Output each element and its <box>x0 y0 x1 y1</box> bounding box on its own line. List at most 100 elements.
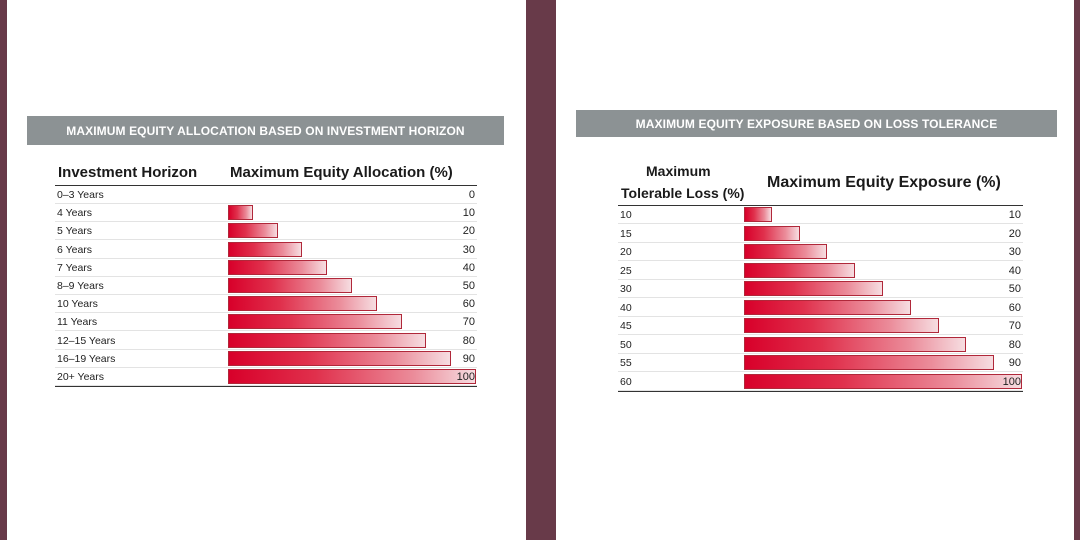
horizon-bar <box>228 332 427 348</box>
horizon-category-label: 7 Years <box>57 261 93 274</box>
loss-category-label: 40 <box>620 301 632 314</box>
loss-chart-title: MAXIMUM EQUITY EXPOSURE BASED ON LOSS TO… <box>576 110 1057 137</box>
loss-category-label: 55 <box>620 357 632 369</box>
horizon-bar <box>228 241 303 257</box>
loss-value-label: 20 <box>1008 227 1021 240</box>
row-separator <box>55 221 477 223</box>
row-separator <box>618 297 1023 298</box>
row-separator <box>55 257 477 259</box>
horizon-category-label: 8–9 Years <box>57 280 104 292</box>
loss-bar <box>744 355 995 370</box>
horizon-bar <box>228 369 476 384</box>
horizon-header-rule <box>55 185 477 186</box>
loss-row: 15 20 <box>618 225 1023 243</box>
loss-category-label: 50 <box>620 338 632 351</box>
loss-value-label: 100 <box>1002 375 1021 388</box>
loss-category-label: 20 <box>620 246 632 258</box>
loss-row: 40 60 <box>618 299 1023 317</box>
loss-category-label: 30 <box>620 283 632 295</box>
row-separator <box>618 334 1023 335</box>
loss-bar <box>744 373 1022 389</box>
horizon-value-label: 60 <box>462 298 475 311</box>
loss-row: 45 70 <box>618 317 1023 335</box>
left-frame-strip <box>0 0 7 540</box>
loss-bar <box>744 318 939 333</box>
row-separator <box>55 239 477 241</box>
horizon-value-label: 100 <box>456 371 475 383</box>
loss-bar <box>744 281 883 296</box>
loss-value-header: Maximum Equity Exposure (%) <box>767 174 1001 191</box>
horizon-value-label: 20 <box>462 225 475 238</box>
loss-value-label: 50 <box>1008 283 1021 295</box>
row-separator <box>618 223 1023 224</box>
row-separator <box>55 294 477 295</box>
horizon-bar <box>228 314 402 330</box>
loss-row: 30 50 <box>618 280 1023 298</box>
horizon-chart-title: MAXIMUM EQUITY ALLOCATION BASED ON INVES… <box>27 116 504 145</box>
horizon-value-label: 10 <box>462 207 475 220</box>
horizon-row: 16–19 Years 90 <box>55 350 477 368</box>
horizon-value-label: 70 <box>462 316 475 329</box>
row-separator <box>55 275 477 277</box>
row-separator <box>618 241 1023 243</box>
loss-bar <box>744 262 856 278</box>
loss-value-label: 60 <box>1008 301 1021 314</box>
loss-value-label: 70 <box>1008 320 1021 332</box>
horizon-value-label: 40 <box>462 261 475 274</box>
loss-row: 55 90 <box>618 354 1023 372</box>
loss-row: 50 80 <box>618 336 1023 354</box>
loss-row: 25 40 <box>618 262 1023 280</box>
horizon-row: 20+ Years 100 <box>55 368 477 386</box>
horizon-row: 12–15 Years 80 <box>55 332 477 350</box>
row-separator <box>55 330 477 332</box>
row-separator <box>55 312 477 314</box>
loss-category-label: 45 <box>620 320 632 332</box>
loss-value-label: 10 <box>1008 209 1021 221</box>
horizon-bar <box>228 259 328 275</box>
loss-bar <box>744 299 911 315</box>
horizon-row: 0–3 Years 0 <box>55 186 477 204</box>
horizon-row: 10 Years 60 <box>55 295 477 314</box>
loss-category-label: 25 <box>620 264 632 277</box>
loss-category-label: 15 <box>620 227 632 240</box>
row-separator <box>618 389 1023 391</box>
horizon-category-header: Investment Horizon <box>58 164 198 181</box>
horizon-row: 5 Years 20 <box>55 222 477 241</box>
row-separator <box>618 278 1023 280</box>
loss-row: 20 30 <box>618 243 1023 261</box>
loss-bar <box>744 225 800 241</box>
row-separator <box>618 371 1023 372</box>
loss-bar <box>744 336 967 352</box>
horizon-row: 8–9 Years 50 <box>55 277 477 295</box>
row-separator <box>618 260 1023 261</box>
loss-bar <box>744 244 828 259</box>
loss-header-rule <box>618 205 1023 206</box>
row-separator <box>55 203 477 204</box>
row-separator <box>55 366 477 368</box>
loss-bar <box>744 207 772 222</box>
horizon-value-label: 0 <box>468 189 475 201</box>
horizon-category-label: 0–3 Years <box>57 189 104 201</box>
loss-row: 60 100 <box>618 373 1023 391</box>
center-frame-strip <box>526 0 556 540</box>
loss-category-label: 10 <box>620 209 632 221</box>
horizon-category-label: 10 Years <box>57 298 98 311</box>
horizon-value-label: 50 <box>462 280 475 292</box>
loss-row: 10 10 <box>618 206 1023 224</box>
horizon-value-label: 90 <box>462 352 475 365</box>
horizon-row: 7 Years 40 <box>55 259 477 277</box>
loss-category-label: 60 <box>620 375 632 388</box>
horizon-value-header: Maximum Equity Allocation (%) <box>230 164 453 181</box>
loss-category-header-line1: Maximum <box>646 163 711 179</box>
horizon-category-label: 4 Years <box>57 207 93 220</box>
horizon-row: 6 Years 30 <box>55 241 477 259</box>
horizon-category-label: 16–19 Years <box>57 352 116 365</box>
horizon-bar <box>228 278 352 293</box>
row-separator <box>618 352 1023 354</box>
loss-value-label: 90 <box>1008 357 1021 369</box>
row-separator <box>55 348 477 350</box>
horizon-bar <box>228 296 377 312</box>
row-separator <box>55 385 477 386</box>
horizon-bar <box>228 350 452 366</box>
horizon-category-label: 5 Years <box>57 225 93 238</box>
